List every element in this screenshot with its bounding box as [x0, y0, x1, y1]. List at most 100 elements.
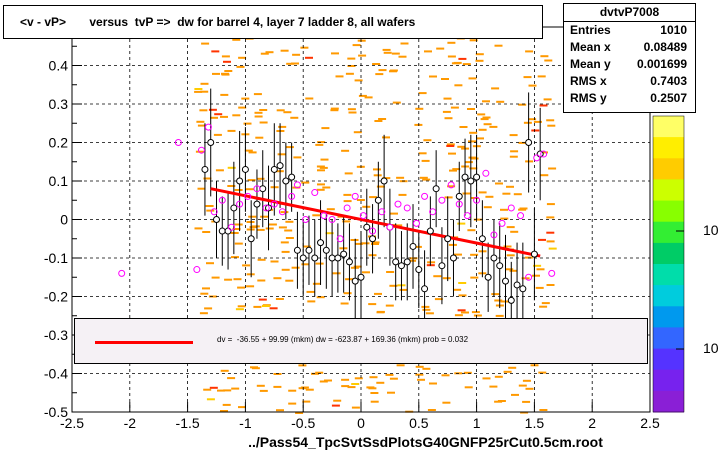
profile-point-open [311, 189, 319, 197]
hist-cell [300, 46, 309, 49]
hist-cell [408, 259, 417, 262]
hist-cell [543, 98, 552, 101]
hist-cell [392, 101, 401, 104]
hist-cell [227, 185, 236, 187]
hist-cell [293, 156, 302, 159]
hist-cell [353, 131, 362, 134]
hist-cell [351, 406, 360, 409]
hist-cell [224, 278, 233, 281]
profile-point-open [473, 196, 481, 204]
hist-cell [538, 371, 547, 374]
profile-point-black [513, 281, 521, 289]
profile-point-black [328, 254, 336, 262]
hist-cell [205, 205, 214, 207]
hist-cell [462, 192, 471, 195]
hist-cell [260, 215, 269, 218]
hist-cell [458, 282, 467, 284]
hist-cell [468, 77, 477, 80]
profile-point-black [421, 285, 429, 293]
hist-cell [446, 143, 455, 146]
hist-cell [288, 402, 297, 405]
hist-cell [353, 265, 362, 268]
hist-cell [238, 56, 247, 59]
hist-cell [256, 228, 265, 231]
y-tick-label: 0.2 [49, 135, 69, 151]
hist-cell [467, 229, 476, 232]
hist-cell [510, 150, 519, 153]
palette-swatch [653, 285, 684, 307]
hist-cell [260, 52, 269, 55]
hist-cell [376, 185, 385, 188]
hist-cell [489, 125, 498, 128]
hist-cell [261, 305, 270, 307]
hist-cell [305, 97, 314, 100]
hist-cell [528, 84, 537, 87]
hist-cell [457, 309, 466, 312]
hist-cell [194, 90, 203, 93]
fit-line-segment [210, 187, 541, 258]
hist-cell [232, 38, 241, 41]
hist-cell [540, 151, 548, 154]
hist-cell [234, 189, 243, 191]
hist-cell [227, 377, 236, 380]
hist-cell [204, 307, 213, 310]
hist-cell [302, 245, 311, 248]
hist-cell [450, 106, 459, 109]
hist-cell [285, 279, 294, 282]
stats-key: Mean x [570, 40, 611, 54]
profile-point-open [328, 216, 336, 223]
profile-point-black [461, 173, 469, 181]
hist-cell [419, 176, 428, 179]
profile-point-black [351, 277, 359, 285]
profile-point-open [228, 223, 236, 231]
hist-cell [223, 389, 232, 392]
hist-cell [231, 387, 240, 390]
hist-cell [503, 370, 512, 373]
hist-cell [221, 72, 229, 75]
hist-cell [343, 200, 352, 203]
hist-cell [417, 378, 425, 381]
hist-cell [422, 308, 431, 311]
stats-value: 0.7403 [650, 74, 687, 88]
hist-cell [343, 292, 352, 295]
hist-cell [533, 120, 542, 123]
hist-cell [210, 116, 218, 119]
palette-swatch [653, 179, 684, 201]
hist-cell [194, 88, 203, 90]
hist-cell [326, 208, 335, 211]
hist-cell [362, 271, 370, 274]
x-tick-label: -0.5 [291, 415, 315, 431]
y-tick-label: -0.1 [44, 250, 68, 266]
hist-cell [197, 124, 206, 127]
profile-point-open [533, 154, 541, 162]
profile-point-black [270, 165, 278, 173]
profile-point-open [386, 223, 394, 231]
stats-value: 1010 [660, 23, 687, 37]
profile-point-open [343, 204, 351, 212]
hist-cell [258, 298, 267, 301]
stats-key: Mean y [570, 57, 611, 71]
hist-cell [427, 409, 436, 411]
hist-cell [389, 377, 398, 380]
hist-cell [382, 177, 391, 180]
hist-cell [356, 199, 365, 201]
hist-cell [494, 299, 503, 302]
palette-label: 10 [703, 222, 719, 238]
profile-point-open [482, 169, 490, 177]
hist-cell [483, 123, 492, 126]
profile-point-open [394, 200, 402, 208]
hist-cell [196, 120, 205, 123]
stats-key: RMS x [570, 74, 607, 88]
hist-cell [221, 55, 230, 58]
hist-cell [539, 104, 548, 107]
hist-cell [248, 151, 257, 154]
hist-cell [232, 114, 241, 117]
hist-cell [364, 96, 373, 99]
hist-cell [224, 70, 233, 72]
hist-cell [291, 62, 299, 65]
profile-point-black [432, 185, 440, 193]
hist-cell [194, 227, 203, 230]
profile-point-open [525, 273, 533, 281]
hist-cell [324, 379, 332, 382]
hist-cell [463, 371, 472, 374]
